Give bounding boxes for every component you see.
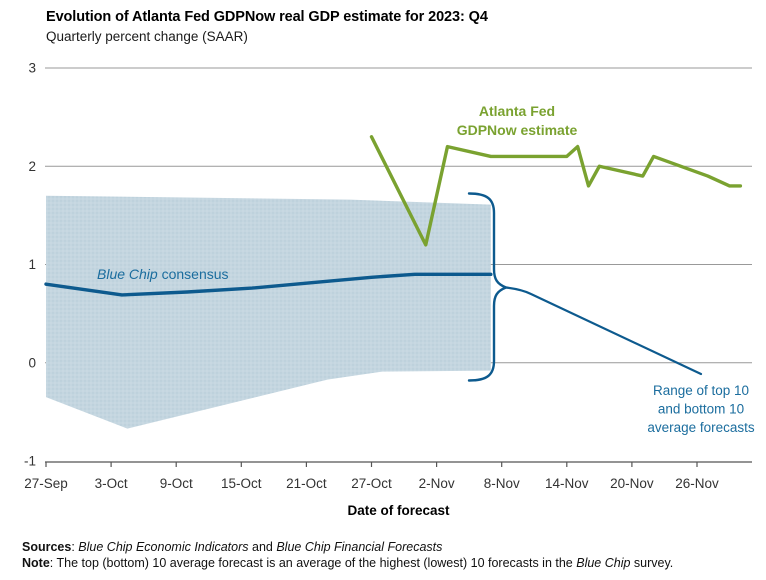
y-tick-label: 3 <box>28 61 36 76</box>
x-tick-label: 14-Nov <box>545 476 589 491</box>
chart-subtitle: Quarterly percent change (SAAR) <box>46 29 248 44</box>
gdpnow-series-label: Atlanta Fed <box>479 103 555 119</box>
footer-text-segment: Blue Chip <box>576 556 631 571</box>
footer-text-segment: : The top (bottom) 10 average forecast i… <box>49 556 577 571</box>
range-band-label: Range of top 10 <box>653 383 749 398</box>
x-tick-label: 3-Oct <box>95 476 128 491</box>
range-leader-line <box>504 286 703 376</box>
chart-footer: Sources: Blue Chip Economic Indicators a… <box>22 539 762 572</box>
note-line: Note: The top (bottom) 10 average foreca… <box>22 555 762 571</box>
y-tick-label: 2 <box>28 159 36 174</box>
footer-text-segment: Blue Chip Financial Forecasts <box>276 540 443 554</box>
blue-chip-consensus-label: Blue Chip consensus <box>97 266 229 282</box>
footer-text-segment: : <box>71 540 79 554</box>
range-band-label: and bottom 10 <box>658 402 744 417</box>
range-band-label: average forecasts <box>647 420 755 435</box>
x-tick-label: 26-Nov <box>675 476 719 491</box>
x-tick-label: 27-Sep <box>24 476 68 491</box>
x-axis-title: Date of forecast <box>347 503 450 518</box>
footer-text-segment: Note <box>22 556 50 571</box>
x-tick-label: 15-Oct <box>221 476 262 491</box>
x-tick-label: 20-Nov <box>610 476 654 491</box>
x-tick-label: 8-Nov <box>484 476 520 491</box>
forecast-range-band <box>46 195 491 429</box>
sources-line: Sources: Blue Chip Economic Indicators a… <box>22 539 762 555</box>
blue-chip-consensus-line <box>44 272 493 297</box>
gdpnow-series-label: GDPNow estimate <box>457 122 578 138</box>
chart-header: Evolution of Atlanta Fed GDPNow real GDP… <box>46 9 488 44</box>
footer-text-segment: survey. <box>630 556 674 571</box>
y-tick-label: 0 <box>28 355 36 370</box>
gdpnow-line-chart: 27-Sep 3-Oct 9-Oct 15-Oct 21-Oct 27-Oct 2-Nov 8… <box>24 61 755 519</box>
footer-text-segment: and <box>248 540 277 554</box>
gdpnow-line <box>369 135 743 247</box>
y-tick-label: -1 <box>24 454 36 469</box>
chart-title: Evolution of Atlanta Fed GDPNow real GDP… <box>46 9 488 25</box>
footer-text-segment: Blue Chip Economic Indicators <box>78 540 249 554</box>
x-tick-label: 2-Nov <box>419 476 455 491</box>
x-tick-label: 9-Oct <box>160 476 193 491</box>
x-tick-label: 21-Oct <box>286 476 327 491</box>
footer-text-segment: Sources <box>22 540 72 554</box>
x-tick-label: 27-Oct <box>351 476 392 491</box>
y-tick-label: 1 <box>28 257 36 272</box>
